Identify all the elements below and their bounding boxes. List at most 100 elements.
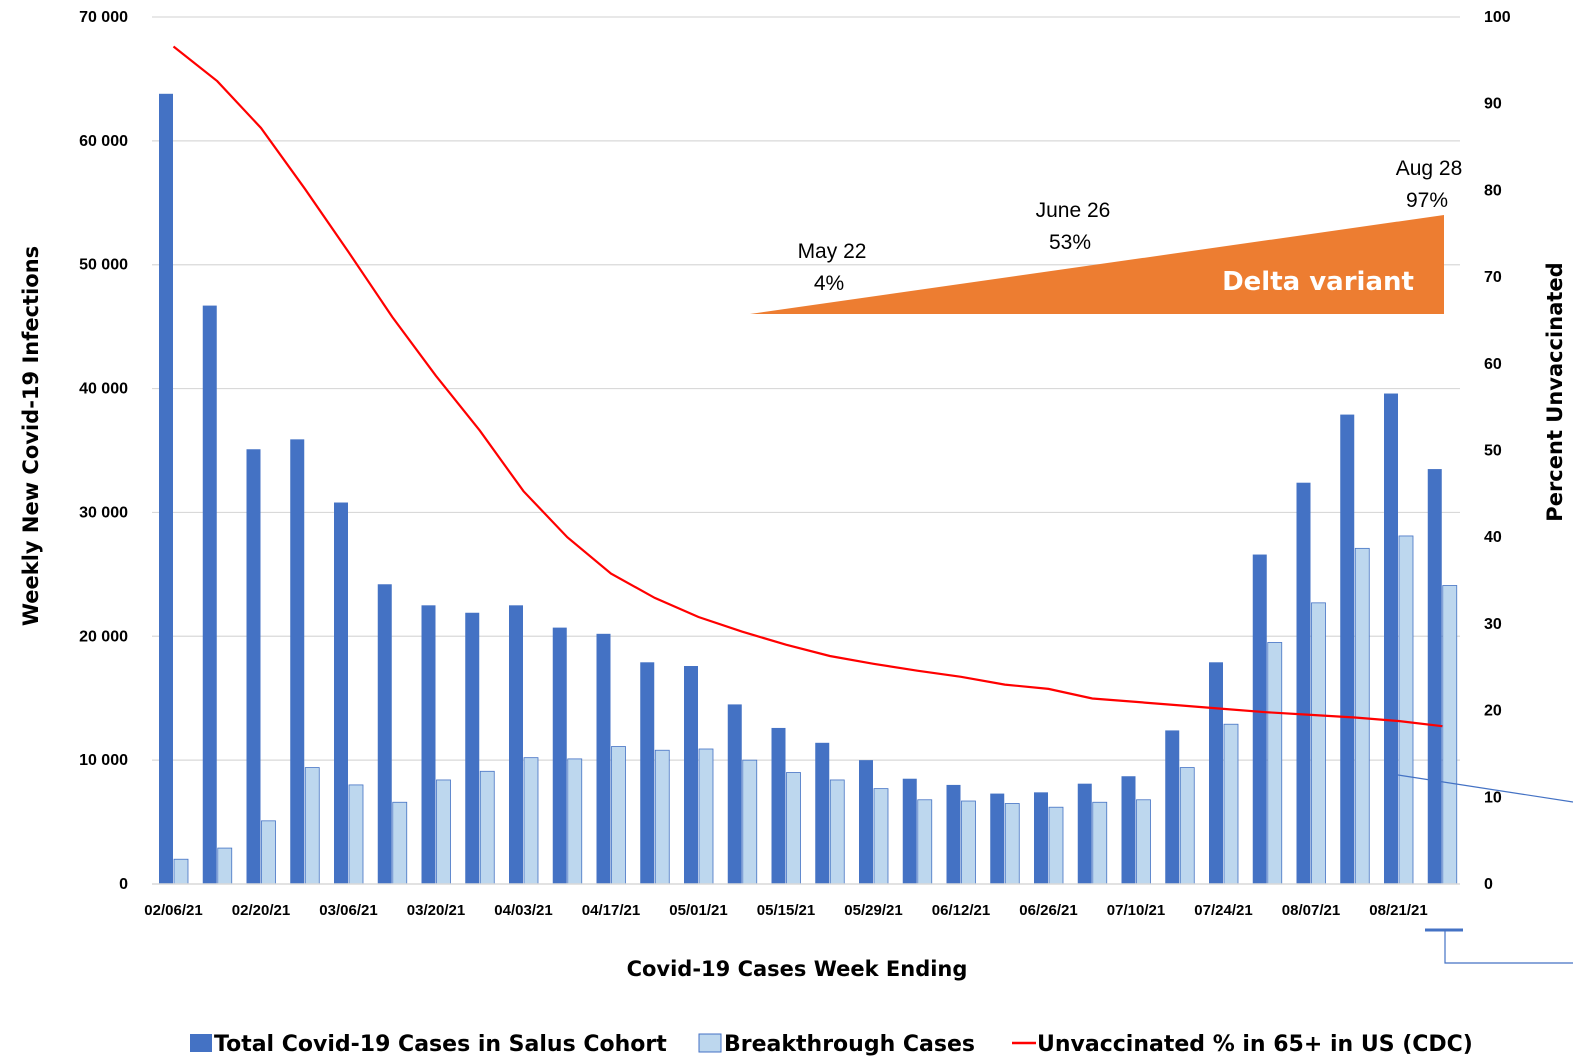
- bar-total: [815, 742, 830, 884]
- bar-total: [334, 502, 348, 884]
- bar-breakthrough: [523, 757, 539, 885]
- bar-breakthrough: [742, 759, 758, 885]
- bar-breakthrough: [173, 858, 189, 885]
- bars: [159, 93, 1458, 885]
- bar-breakthrough: [1267, 642, 1283, 885]
- y2-tick-label: 70: [1484, 269, 1502, 286]
- annotation-june26-date: June 26: [1036, 199, 1111, 222]
- delta-variant-label: Delta variant: [1222, 267, 1414, 297]
- bar-breakthrough: [1092, 801, 1108, 885]
- bar-total: [1034, 792, 1048, 884]
- y2-tick-label: 30: [1484, 616, 1502, 633]
- bar-breakthrough: [1179, 767, 1195, 885]
- x-tick-label: 03/06/21: [319, 902, 377, 919]
- x-tick-label: 06/26/21: [1019, 902, 1077, 919]
- bar-total: [946, 784, 961, 884]
- bar-total: [1252, 554, 1267, 884]
- x-tick-label: 04/17/21: [582, 902, 640, 919]
- bar-total: [771, 727, 786, 884]
- y2-axis-title: Percent Unvaccinated: [1543, 262, 1567, 521]
- y2-tick-label: 80: [1484, 182, 1502, 199]
- bar-breakthrough: [786, 772, 801, 885]
- gridlines: [152, 16, 1460, 761]
- annotation-june26-pct: 53%: [1049, 231, 1091, 254]
- y-tick-label: 40 000: [79, 381, 128, 398]
- annotation-aug28-pct: 97%: [1406, 189, 1448, 212]
- bar-breakthrough: [1398, 535, 1414, 885]
- x-tick-label: 07/10/21: [1107, 902, 1165, 919]
- legend-swatch-breakthrough: [698, 1033, 722, 1053]
- annotation-aug28-date: Aug 28: [1396, 157, 1463, 180]
- bar-breakthrough: [873, 788, 889, 885]
- y2-tick-label: 100: [1484, 9, 1511, 26]
- y-tick-label: 20 000: [79, 628, 128, 645]
- legend-swatch-total: [190, 1034, 212, 1052]
- legend-label-breakthrough: Breakthrough Cases: [724, 1032, 975, 1057]
- bar-total: [552, 627, 567, 884]
- y2-tick-label: 0: [1484, 876, 1493, 893]
- y2-tick-label: 40: [1484, 529, 1502, 546]
- bar-breakthrough: [611, 746, 626, 885]
- bar-breakthrough: [348, 784, 364, 885]
- x-tick-label: 05/29/21: [844, 902, 902, 919]
- bar-total: [509, 605, 523, 884]
- bar-breakthrough: [304, 767, 320, 885]
- y2-tick-label: 60: [1484, 356, 1502, 373]
- bar-total: [727, 704, 742, 884]
- bar-total: [290, 439, 305, 884]
- bar-total: [246, 449, 261, 884]
- callout-line-bottom: [1444, 930, 1573, 964]
- bar-total: [596, 633, 611, 884]
- legend-label-unvaccinated: Unvaccinated % in 65+ in US (CDC): [1037, 1032, 1473, 1057]
- bar-breakthrough: [1442, 585, 1458, 885]
- bar-breakthrough: [1311, 602, 1326, 885]
- y-axis-title: Weekly New Covid-19 Infections: [19, 246, 43, 626]
- y2-tick-label: 10: [1484, 789, 1502, 806]
- bar-total: [1296, 482, 1311, 884]
- y-tick-label: 50 000: [79, 257, 128, 274]
- bar-total: [1165, 730, 1180, 884]
- delta-variant-wedge: [750, 215, 1444, 314]
- unvaccinated-line: [172, 45, 1443, 728]
- bar-breakthrough: [961, 800, 976, 885]
- x-tick-label: 07/24/21: [1194, 902, 1252, 919]
- bar-breakthrough: [1354, 547, 1370, 885]
- y-tick-label: 70 000: [79, 9, 128, 26]
- y-tick-label: 10 000: [79, 752, 128, 769]
- x-tick-label: 02/06/21: [144, 902, 202, 919]
- bar-breakthrough: [261, 820, 276, 885]
- y2-tick-label: 20: [1484, 703, 1502, 720]
- legend: Total Covid-19 Cases in Salus Cohort Bre…: [190, 1032, 1473, 1057]
- bar-total: [202, 305, 217, 884]
- bar-breakthrough: [217, 847, 233, 885]
- x-tick-label: 04/03/21: [494, 902, 552, 919]
- bar-breakthrough: [917, 799, 933, 885]
- bar-breakthrough: [1048, 806, 1064, 885]
- x-tick-label: 06/12/21: [932, 902, 990, 919]
- bar-total: [640, 662, 655, 884]
- bar-breakthrough: [654, 749, 670, 885]
- bar-breakthrough: [436, 779, 451, 885]
- bar-total: [1340, 414, 1355, 884]
- bar-breakthrough: [829, 779, 845, 885]
- y2-tick-label: 50: [1484, 443, 1502, 460]
- x-tick-label: 03/20/21: [407, 902, 465, 919]
- bar-total: [1121, 776, 1136, 884]
- bar-total: [859, 760, 873, 884]
- x-tick-label: 05/01/21: [669, 902, 727, 919]
- bar-breakthrough: [1004, 803, 1020, 885]
- x-tick-label: 02/20/21: [232, 902, 290, 919]
- bar-total: [377, 584, 392, 884]
- bar-breakthrough: [479, 770, 495, 885]
- bar-total: [684, 666, 698, 884]
- legend-label-total: Total Covid-19 Cases in Salus Cohort: [214, 1032, 667, 1057]
- bar-total: [1077, 783, 1092, 884]
- bar-total: [465, 612, 480, 884]
- callout-line-top: [1397, 774, 1573, 803]
- bar-total: [902, 778, 917, 884]
- y2-tick-label: 90: [1484, 96, 1502, 113]
- x-tick-label: 08/07/21: [1282, 902, 1340, 919]
- x-tick-label: 05/15/21: [757, 902, 815, 919]
- y-tick-label: 60 000: [79, 133, 128, 150]
